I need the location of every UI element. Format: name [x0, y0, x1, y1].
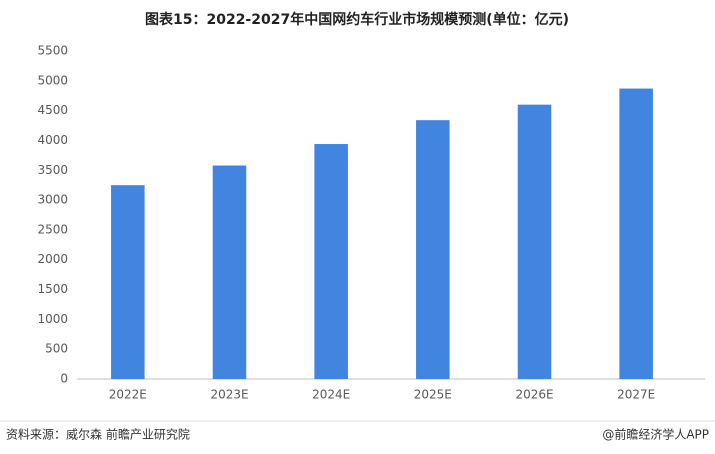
y-tick-label: 3500 — [37, 163, 68, 177]
bar — [619, 88, 653, 379]
x-tick-label: 2026E — [515, 388, 553, 402]
bar — [212, 165, 247, 379]
y-tick-label: 5500 — [37, 44, 68, 58]
y-tick-label: 500 — [45, 342, 68, 356]
chart-title: 图表15：2022-2027年中国网约车行业市场规模预测(单位：亿元) — [145, 11, 569, 28]
source-note: 资料来源：威尔森 前瞻产业研究院 — [6, 427, 190, 442]
x-tick-label: 2027E — [617, 388, 655, 402]
bar — [314, 144, 348, 379]
bar — [517, 104, 552, 379]
x-tick-label: 2022E — [109, 388, 147, 402]
y-tick-label: 1500 — [37, 282, 68, 296]
y-tick-label: 4000 — [37, 133, 68, 147]
bar — [111, 185, 145, 379]
bar — [416, 120, 450, 379]
y-tick-label: 5000 — [37, 73, 68, 87]
y-tick-label: 1000 — [37, 312, 68, 326]
y-tick-label: 0 — [60, 372, 68, 386]
y-tick-label: 4500 — [37, 103, 68, 117]
x-tick-label: 2024E — [312, 388, 350, 402]
x-tick-label: 2023E — [210, 388, 248, 402]
y-tick-label: 2000 — [37, 252, 68, 266]
y-tick-label: 3000 — [37, 193, 68, 207]
y-tick-label: 2500 — [37, 222, 68, 236]
x-tick-label: 2025E — [414, 388, 452, 402]
credit-note: @前瞻经济学人APP — [602, 427, 709, 442]
